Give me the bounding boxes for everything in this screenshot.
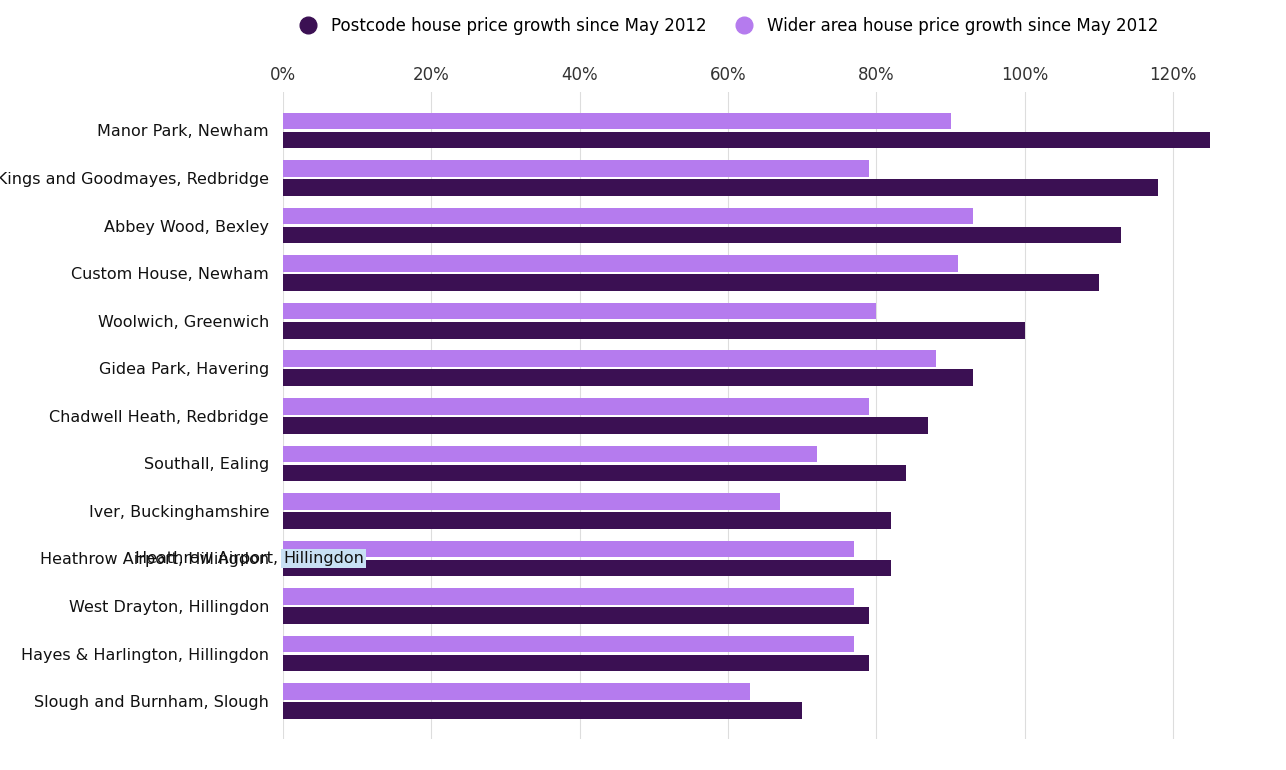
Bar — [283, 303, 877, 320]
Bar — [283, 132, 1210, 149]
Bar — [283, 417, 928, 434]
Bar — [283, 683, 750, 700]
Bar — [283, 464, 907, 481]
Bar — [283, 608, 869, 624]
Text: Heathrow Airport,: Heathrow Airport, — [135, 551, 283, 566]
Bar — [283, 226, 1121, 243]
Bar — [283, 350, 936, 367]
Bar — [283, 179, 1159, 196]
Bar — [283, 160, 869, 177]
Bar — [283, 560, 891, 576]
Bar — [283, 322, 1025, 339]
Bar — [283, 636, 854, 652]
Bar — [283, 654, 869, 671]
Bar — [283, 274, 1100, 291]
Bar — [283, 370, 974, 386]
Bar — [283, 493, 781, 510]
Bar — [283, 702, 802, 719]
Bar — [283, 208, 974, 224]
Bar — [283, 256, 958, 272]
Bar — [283, 446, 817, 462]
Bar — [283, 398, 869, 414]
Bar — [283, 588, 854, 605]
Text: Hillingdon: Hillingdon — [283, 551, 364, 566]
Legend: Postcode house price growth since May 2012, Wider area house price growth since : Postcode house price growth since May 20… — [291, 17, 1159, 35]
Bar — [283, 112, 950, 129]
Bar — [283, 512, 891, 529]
Bar — [283, 541, 854, 557]
